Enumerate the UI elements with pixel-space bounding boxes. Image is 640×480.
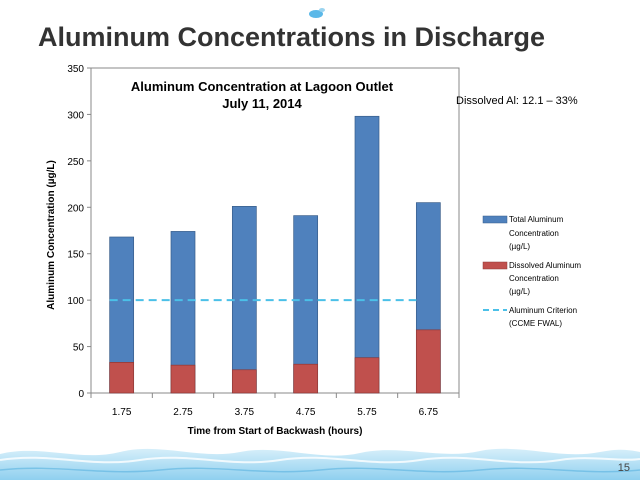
x-tick-label: 5.75 <box>357 407 377 418</box>
bar-dissolved-aluminum <box>231 369 257 394</box>
legend-label-dissolved-line1: Dissolved Aluminum <box>509 261 581 270</box>
chart-subtitle: July 11, 2014 <box>222 96 302 111</box>
x-tick-label: 3.75 <box>235 407 255 418</box>
page-number: 15 <box>617 462 630 474</box>
bar-dissolved-aluminum <box>293 363 319 394</box>
y-axis-label: Aluminum Concentration (µg/L) <box>46 160 57 310</box>
slide-title: Aluminum Concentrations in Discharge <box>38 22 546 52</box>
bar-dissolved-aluminum <box>354 357 380 394</box>
bar-dissolved-aluminum <box>109 362 135 394</box>
x-axis: 1.75 2.75 3.75 4.75 5.75 6.75 <box>90 393 460 418</box>
y-tick-label: 250 <box>67 157 84 168</box>
bar-total-aluminum <box>293 215 319 394</box>
bar-total-aluminum <box>354 115 380 394</box>
chart-title: Aluminum Concentration at Lagoon Outlet <box>131 79 394 94</box>
y-tick-label: 200 <box>67 203 84 214</box>
bar-dissolved-aluminum <box>415 329 441 394</box>
legend-label-criterion: Aluminum Criterion (CCME FWAL) <box>509 306 579 328</box>
y-tick-label: 300 <box>67 110 84 121</box>
x-tick-label: 6.75 <box>419 407 439 418</box>
legend-label-total-line2: Concentration <box>509 229 559 238</box>
bars <box>109 115 441 394</box>
y-tick-label: 50 <box>73 343 85 354</box>
y-tick-label: 100 <box>67 296 84 307</box>
wave-decoration <box>0 448 640 480</box>
legend-label-criterion-line2: (CCME FWAL) <box>509 319 562 328</box>
legend-label-dissolved-line3: (µg/L) <box>509 287 530 296</box>
legend-label-total: Total Aluminum Concentration (µg/L) <box>509 215 565 251</box>
legend-swatch-dissolved <box>482 261 508 270</box>
water-drop-logo-icon <box>309 8 325 18</box>
y-axis: 0 50 100 150 200 250 300 350 <box>67 64 91 400</box>
x-axis-label: Time from Start of Backwash (hours) <box>188 426 363 437</box>
y-tick-label: 350 <box>67 64 84 75</box>
plot-frame <box>90 67 460 394</box>
x-tick-label: 1.75 <box>112 407 132 418</box>
x-tick-label: 4.75 <box>296 407 316 418</box>
bar-dissolved-aluminum <box>170 364 196 394</box>
legend-label-total-line3: (µg/L) <box>509 242 530 251</box>
legend-label-criterion-line1: Aluminum Criterion <box>509 306 577 315</box>
y-tick-label: 0 <box>78 389 84 400</box>
legend-label-dissolved: Dissolved Aluminum Concentration (µg/L) <box>509 261 583 296</box>
legend-swatch-total <box>482 215 508 224</box>
y-tick-label: 150 <box>67 250 84 261</box>
legend: Total Aluminum Concentration (µg/L) Diss… <box>482 215 583 328</box>
legend-label-total-line1: Total Aluminum <box>509 215 564 224</box>
chart-annotation: Dissolved Al: 12.1 – 33% <box>456 95 578 107</box>
x-tick-label: 2.75 <box>173 407 193 418</box>
legend-label-dissolved-line2: Concentration <box>509 274 559 283</box>
